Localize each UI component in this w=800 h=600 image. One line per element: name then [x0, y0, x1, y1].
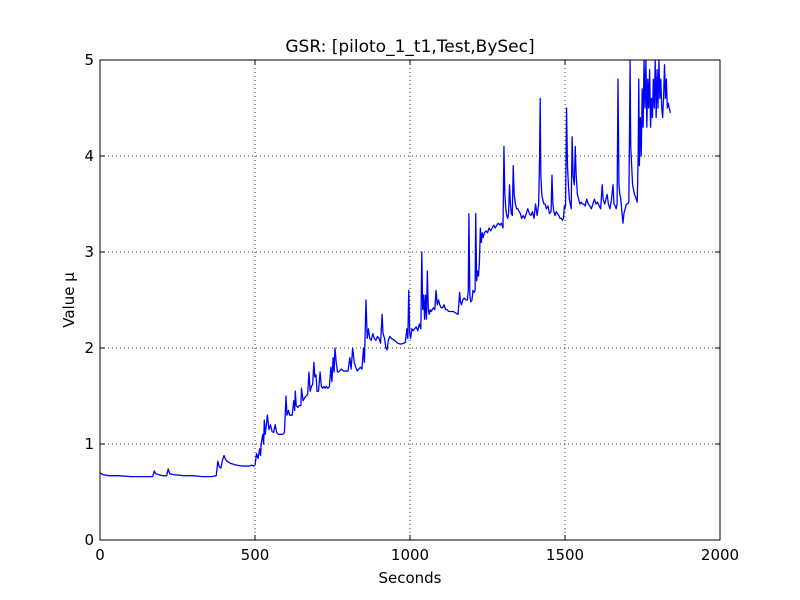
y-axis: 0 1 2 3 4 5 — [84, 51, 720, 549]
y-tick-label: 2 — [84, 339, 94, 357]
x-tick-label: 0 — [95, 546, 105, 564]
series-line — [99, 59, 672, 478]
grid — [100, 60, 720, 540]
data-series — [99, 59, 672, 478]
x-axis-label: Seconds — [378, 569, 441, 587]
y-tick-label: 4 — [84, 147, 94, 165]
x-tick-label: 2000 — [701, 546, 739, 564]
y-axis-label: Value μ — [60, 272, 78, 328]
y-tick-label: 1 — [84, 435, 94, 453]
x-tick-label: 500 — [241, 546, 270, 564]
y-tick-label: 3 — [84, 243, 94, 261]
y-tick-label: 0 — [84, 531, 94, 549]
y-tick-label: 5 — [84, 51, 94, 69]
chart-title: GSR: [piloto_1_t1,Test,BySec] — [285, 37, 534, 57]
x-tick-label: 1000 — [391, 546, 429, 564]
x-tick-label: 1500 — [546, 546, 584, 564]
x-axis: 0 500 1000 1500 2000 — [95, 60, 739, 564]
